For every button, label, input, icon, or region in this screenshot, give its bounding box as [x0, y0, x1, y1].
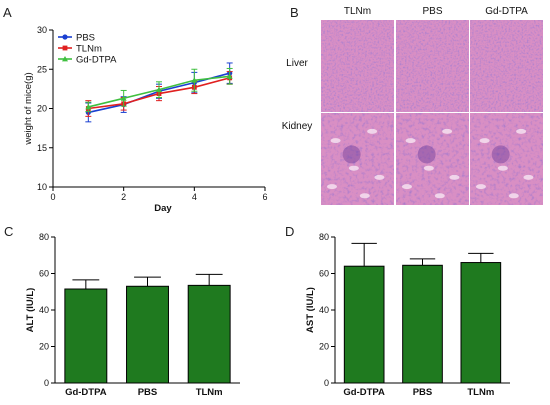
- y-tick-label: 60: [319, 269, 329, 279]
- bar-tlnm: [187, 284, 231, 384]
- panel-label-c: C: [4, 224, 13, 239]
- ast-bar-chart: 0 20 40 60 80 AST (IU/L) Gd-DTPA PBS TLNm: [305, 232, 510, 398]
- x-tick-label-tlnm: TLNm: [196, 387, 223, 398]
- histology-column-pbs: PBS: [422, 6, 442, 17]
- tubule-lumen: [359, 193, 370, 199]
- y-tick-label: 0: [324, 378, 329, 388]
- tubule-lumen: [330, 138, 341, 144]
- panel-label-a: A: [3, 5, 12, 20]
- y-tick-label: 80: [39, 232, 49, 242]
- y-tick-label: 25: [37, 64, 47, 74]
- y-tick-label: 40: [319, 305, 329, 315]
- tubule-lumen: [516, 128, 527, 134]
- y-axis-label: weight of mice(g): [23, 72, 34, 145]
- legend-label-gd-dtpa: Gd-DTPA: [76, 55, 117, 66]
- alt-bar-chart: 0 20 40 60 80 ALT (IU/L) Gd-DTPA PBS TLNm: [25, 232, 240, 398]
- legend-label-tlnm: TLNm: [76, 44, 102, 55]
- x-tick-label-gd-dtpa: Gd-DTPA: [343, 387, 385, 398]
- tubule-lumen: [479, 138, 490, 144]
- tubule-lumen: [434, 193, 445, 199]
- x-tick-label-pbs: PBS: [138, 387, 158, 398]
- tissue-section: [321, 20, 394, 112]
- x-tick-label-pbs: PBS: [413, 387, 433, 398]
- data-point: [85, 103, 92, 110]
- data-point: [191, 77, 198, 83]
- bar-pbs: [402, 264, 443, 384]
- x-tick-label: 2: [121, 192, 126, 202]
- bar-pbs: [126, 285, 169, 384]
- y-tick-label: 80: [319, 232, 329, 242]
- tubule-lumen: [405, 138, 416, 144]
- histology-panel: TLNm PBS Gd-DTPA Liver Kidney: [282, 6, 543, 205]
- data-point: [156, 86, 162, 93]
- tissue-section: [470, 20, 543, 112]
- tubule-lumen: [442, 128, 453, 134]
- y-tick-label: 10: [37, 182, 47, 192]
- tubule-lumen: [475, 184, 486, 190]
- y-axis-label: ALT (IU/L): [25, 288, 36, 333]
- y-tick-label: 0: [44, 378, 49, 388]
- tissue-section: [396, 20, 469, 112]
- tissue-section: [396, 113, 469, 205]
- legend-marker: [62, 56, 68, 62]
- tissue-section: [321, 113, 394, 205]
- histology-image-liver-tlnm: [321, 20, 394, 112]
- histology-row-liver: Liver: [286, 58, 308, 69]
- glomerulus: [417, 145, 436, 164]
- x-tick-label: 6: [262, 192, 267, 202]
- tubule-lumen: [326, 184, 337, 190]
- bar-tlnm: [460, 262, 502, 384]
- legend-marker: [62, 45, 68, 51]
- histology-column-tlnm: TLNm: [344, 6, 371, 17]
- y-tick-label: 15: [37, 143, 47, 153]
- y-tick-label: 40: [39, 305, 49, 315]
- histology-image-liver-gd-dtpa: [470, 20, 543, 112]
- legend-marker: [62, 34, 68, 40]
- panel-label-b: B: [290, 5, 299, 20]
- histology-image-liver-pbs: [396, 20, 469, 112]
- y-tick-label: 20: [37, 104, 47, 114]
- x-tick-label-tlnm: TLNm: [467, 387, 494, 398]
- histology-image-kidney-gd-dtpa: [470, 113, 543, 205]
- tubule-lumen: [449, 174, 460, 180]
- panel-label-d: D: [285, 224, 294, 239]
- tubule-lumen: [497, 165, 508, 171]
- glomerulus: [342, 145, 361, 164]
- y-axis-label: AST (IU/L): [305, 287, 316, 333]
- weight-line-chart: 10 15 20 25 30 0 2 4 6 Day weight of mice(g) PBSTLN…: [23, 25, 268, 214]
- x-tick-label-gd-dtpa: Gd-DTPA: [65, 387, 107, 398]
- bar-gd-dtpa: [64, 288, 108, 384]
- legend-label-pbs: PBS: [76, 33, 95, 44]
- histology-row-kidney: Kidney: [282, 121, 313, 132]
- bar-gd-dtpa: [343, 265, 385, 384]
- tubule-lumen: [374, 174, 385, 180]
- histology-column-gd-dtpa: Gd-DTPA: [485, 6, 528, 17]
- data-point: [120, 95, 127, 101]
- tubule-lumen: [367, 128, 378, 134]
- tubule-lumen: [523, 174, 534, 180]
- tubule-lumen: [348, 165, 359, 171]
- x-tick-label: 4: [192, 192, 197, 202]
- histology-image-kidney-pbs: [396, 113, 469, 205]
- histology-image-kidney-tlnm: [321, 113, 394, 205]
- tubule-lumen: [508, 193, 519, 199]
- glomerulus: [491, 145, 510, 164]
- tissue-section: [470, 113, 543, 205]
- x-axis-label: Day: [154, 203, 172, 214]
- y-tick-label: 60: [39, 269, 49, 279]
- tubule-lumen: [401, 184, 412, 190]
- y-tick-label: 30: [37, 25, 47, 35]
- data-point: [226, 73, 233, 79]
- y-tick-label: 20: [39, 342, 49, 352]
- series-gd-dtpa: [85, 67, 233, 113]
- y-tick-label: 20: [319, 342, 329, 352]
- x-tick-label: 0: [50, 192, 55, 202]
- tubule-lumen: [423, 165, 434, 171]
